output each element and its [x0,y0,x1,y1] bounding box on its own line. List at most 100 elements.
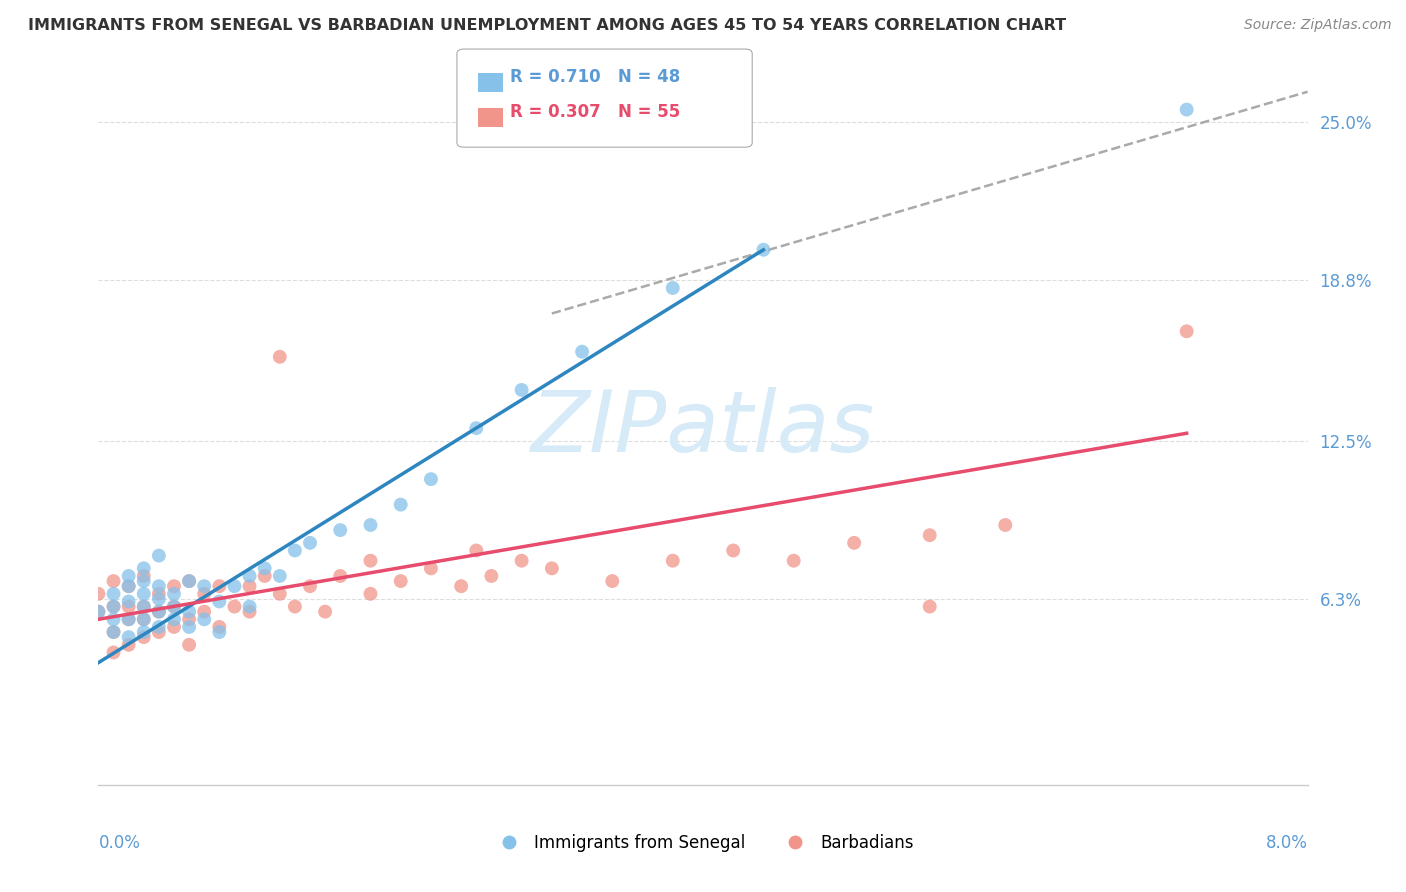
Point [148,625,170,640]
Point [299,536,322,550]
Point [239,605,262,619]
Point [118,569,141,583]
Point [87,605,110,619]
Point [420,561,443,575]
Point [239,569,262,583]
Point [723,543,745,558]
Point [208,620,231,634]
Point [163,599,186,614]
Point [269,569,291,583]
Point [179,612,201,626]
Point [118,630,141,644]
Point [389,574,412,588]
Point [329,523,352,537]
Point [148,549,170,563]
Point [103,612,125,626]
Text: R = 0.307   N = 55: R = 0.307 N = 55 [510,103,681,121]
Point [389,498,412,512]
Point [208,625,231,640]
Text: Source: ZipAtlas.com: Source: ZipAtlas.com [1244,18,1392,32]
Point [118,579,141,593]
Point [299,579,322,593]
Legend: Immigrants from Senegal, Barbadians: Immigrants from Senegal, Barbadians [485,828,921,859]
Point [1175,103,1198,117]
Point [269,587,291,601]
Point [844,536,866,550]
Point [253,569,276,583]
Point [163,612,186,626]
Point [103,574,125,588]
Point [193,579,215,593]
Point [103,645,125,659]
Point [193,605,215,619]
Point [465,543,488,558]
Point [465,421,488,435]
Point [420,472,443,486]
Point [224,579,246,593]
Point [118,599,141,614]
Point [132,574,155,588]
Point [118,612,141,626]
Point [179,574,201,588]
Point [103,625,125,640]
Point [103,587,125,601]
Point [994,518,1017,533]
Point [163,587,186,601]
Point [87,605,110,619]
Text: IMMIGRANTS FROM SENEGAL VS BARBADIAN UNEMPLOYMENT AMONG AGES 45 TO 54 YEARS CORR: IMMIGRANTS FROM SENEGAL VS BARBADIAN UNE… [28,18,1066,33]
Point [118,594,141,608]
Point [163,620,186,634]
Point [208,579,231,593]
Point [148,605,170,619]
Point [661,554,683,568]
Point [132,630,155,644]
Point [571,344,593,359]
Point [918,528,941,542]
Point [510,383,533,397]
Point [450,579,472,593]
Point [269,350,291,364]
Point [752,243,775,257]
Text: 0.0%: 0.0% [98,834,141,852]
Point [360,554,382,568]
Point [329,569,352,583]
Point [132,612,155,626]
Point [132,599,155,614]
Point [208,594,231,608]
Point [132,587,155,601]
Point [360,518,382,533]
Point [360,587,382,601]
Point [540,561,562,575]
Point [193,612,215,626]
Text: ZIPatlas: ZIPatlas [531,386,875,470]
Point [224,599,246,614]
Point [132,599,155,614]
Point [239,599,262,614]
Point [118,638,141,652]
Point [132,561,155,575]
Point [132,612,155,626]
Point [783,554,806,568]
Point [179,605,201,619]
Point [148,605,170,619]
Point [179,620,201,634]
Point [314,605,336,619]
Point [239,579,262,593]
Point [284,599,307,614]
Point [661,281,683,295]
Point [132,625,155,640]
Point [148,591,170,606]
Point [118,579,141,593]
Point [193,587,215,601]
Point [103,625,125,640]
Text: 8.0%: 8.0% [1265,834,1308,852]
Point [132,569,155,583]
Point [918,599,941,614]
Point [253,561,276,575]
Point [103,599,125,614]
Point [602,574,624,588]
Point [118,612,141,626]
Point [148,587,170,601]
Point [1175,324,1198,338]
Point [179,638,201,652]
